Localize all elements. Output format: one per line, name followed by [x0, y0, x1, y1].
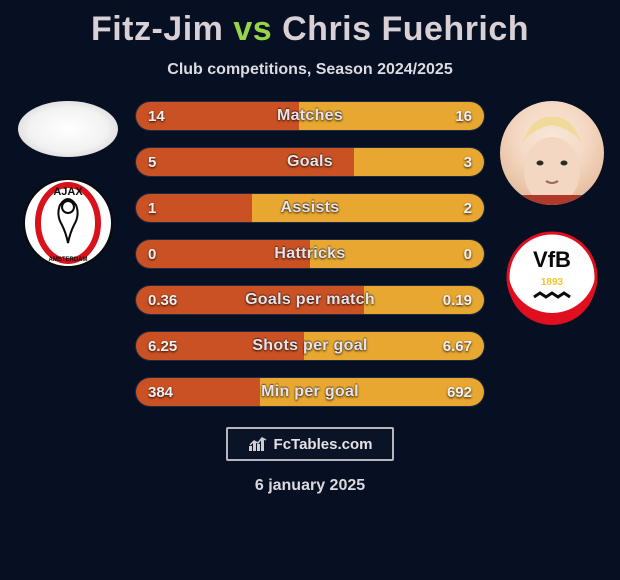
- stat-value-left: 14: [148, 102, 165, 130]
- stat-row: Goals per match0.36 0.19: [135, 285, 485, 315]
- stat-value-left: 384: [148, 378, 173, 406]
- player1-club-badge: AJAX AMSTERDAM: [20, 175, 116, 271]
- player2-name: Chris Fuehrich: [282, 10, 529, 48]
- left-column: AJAX AMSTERDAM: [8, 101, 128, 271]
- stat-value-left: 5: [148, 148, 156, 176]
- player2-face-icon: [500, 101, 604, 205]
- stat-value-right: 0: [464, 240, 472, 268]
- stat-value-right: 0.19: [443, 286, 472, 314]
- stat-label: Min per goal: [136, 378, 484, 406]
- stat-label: Assists: [136, 194, 484, 222]
- stat-label: Goals: [136, 148, 484, 176]
- vfb-badge-icon: VfB 1893: [504, 229, 600, 325]
- title-vs: vs: [233, 10, 272, 48]
- player1-name: Fitz-Jim: [91, 10, 223, 48]
- svg-text:AMSTERDAM: AMSTERDAM: [49, 257, 88, 263]
- stat-value-right: 3: [464, 148, 472, 176]
- footer-brand-text: FcTables.com: [274, 436, 373, 453]
- stat-row: Shots per goal6.25 6.67: [135, 331, 485, 361]
- footer-date: 6 january 2025: [0, 477, 620, 495]
- stats-bars: Matches14 16 Goals5 3 Assists1 2 Hattricks0 0 Go…: [135, 101, 485, 407]
- main-content: AJAX AMSTERDAM VfB 1893: [0, 101, 620, 407]
- stat-value-left: 6.25: [148, 332, 177, 360]
- chart-icon: [248, 436, 268, 452]
- stat-label: Hattricks: [136, 240, 484, 268]
- ajax-badge-icon: AJAX AMSTERDAM: [20, 175, 116, 271]
- stat-value-right: 6.67: [443, 332, 472, 360]
- svg-text:1893: 1893: [541, 277, 564, 288]
- stat-label: Matches: [136, 102, 484, 130]
- stat-value-left: 1: [148, 194, 156, 222]
- player1-avatar: [18, 101, 118, 157]
- subtitle: Club competitions, Season 2024/2025: [0, 61, 620, 79]
- stat-value-left: 0.36: [148, 286, 177, 314]
- player2-club-badge: VfB 1893: [504, 229, 600, 325]
- stat-value-left: 0: [148, 240, 156, 268]
- stat-value-right: 692: [447, 378, 472, 406]
- svg-text:AJAX: AJAX: [53, 186, 83, 198]
- stat-row: Min per goal384 692: [135, 377, 485, 407]
- stat-row: Assists1 2: [135, 193, 485, 223]
- stat-label: Shots per goal: [136, 332, 484, 360]
- stat-row: Goals5 3: [135, 147, 485, 177]
- stat-value-right: 16: [455, 102, 472, 130]
- player2-avatar: [500, 101, 604, 205]
- stat-label: Goals per match: [136, 286, 484, 314]
- footer-brand: FcTables.com: [226, 427, 394, 461]
- page-title: Fitz-Jim vs Chris Fuehrich: [0, 0, 620, 49]
- svg-text:VfB: VfB: [533, 247, 571, 272]
- stat-row: Hattricks0 0: [135, 239, 485, 269]
- right-column: VfB 1893: [492, 101, 612, 325]
- stat-row: Matches14 16: [135, 101, 485, 131]
- stat-value-right: 2: [464, 194, 472, 222]
